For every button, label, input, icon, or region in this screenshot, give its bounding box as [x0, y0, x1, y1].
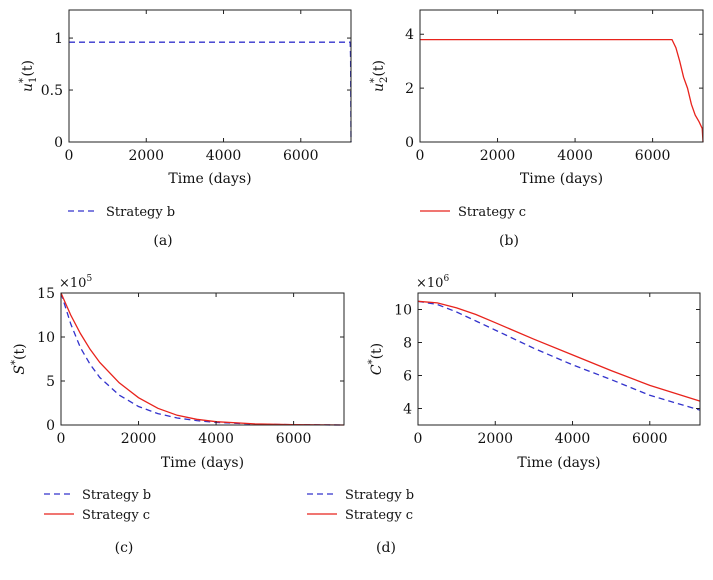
x-tick-label: 2000: [480, 148, 516, 164]
series-line-strategy-b: [69, 41, 352, 143]
axes-frame: [419, 9, 704, 143]
legend: Strategy b Strategy c: [44, 488, 151, 523]
y-multiplier-base: ×10: [59, 276, 86, 291]
subplot-caption: (b): [499, 233, 519, 249]
legend-label: Strategy c: [345, 508, 413, 523]
subplot-caption: (c): [115, 540, 134, 556]
y-multiplier-base: ×10: [416, 276, 443, 291]
y-axis-label-tail: (t): [12, 343, 28, 360]
y-tick-label: 4: [403, 402, 412, 418]
x-tick-label: 6000: [635, 148, 671, 164]
x-tick-label: 6000: [283, 148, 319, 164]
y-tick-label: 10: [394, 303, 412, 319]
y-axis-label-tail: (t): [369, 343, 385, 360]
y-axis-label-main: S: [12, 365, 28, 375]
y-tick-label: 10: [37, 330, 55, 346]
y-axis-label-tail: (t): [20, 60, 36, 77]
legend-label: Strategy c: [458, 205, 526, 220]
x-axis-label: Time (days): [520, 171, 603, 187]
y-multiplier: ×106: [416, 274, 449, 291]
y-axis-label-sub: 2: [379, 77, 390, 83]
x-tick-label: 0: [57, 431, 66, 447]
y-axis-label-sup: *: [367, 359, 378, 364]
x-tick-label: 4000: [198, 431, 234, 447]
legend: Strategy b: [68, 205, 175, 220]
y-tick-label: 0: [405, 135, 414, 151]
y-tick-label: 4: [405, 27, 414, 43]
y-axis-label: S*(t): [10, 343, 28, 374]
x-tick-label: 2000: [128, 148, 164, 164]
series-line-strategy-c: [60, 292, 345, 426]
subplot-caption: (a): [153, 233, 172, 249]
y-tick-label: 0: [46, 418, 55, 434]
axes-frame: [68, 9, 352, 143]
y-axis-label-sup: *: [369, 78, 380, 83]
subplot-caption: (d): [376, 540, 396, 556]
y-tick-label: 0.5: [41, 83, 63, 99]
legend-label: Strategy b: [345, 488, 414, 503]
x-tick-label: 2000: [121, 431, 157, 447]
axes-frame: [417, 292, 701, 426]
legend: Strategy c: [420, 205, 526, 220]
x-tick-label: 6000: [632, 431, 668, 447]
y-axis-label-sub: 1: [28, 77, 39, 83]
x-tick-label: 4000: [555, 431, 591, 447]
y-multiplier-exponent: 6: [443, 274, 449, 284]
legend-label: Strategy c: [82, 508, 150, 523]
y-multiplier: ×105: [59, 274, 92, 291]
y-axis-label-tail: (t): [371, 60, 387, 77]
y-tick-label: 5: [46, 374, 55, 390]
series-line-strategy-b: [417, 300, 701, 411]
y-axis-label-main: u: [20, 83, 36, 92]
y-multiplier-exponent: 5: [86, 274, 92, 284]
y-axis-label-main: u: [371, 83, 387, 92]
series-line-strategy-c: [417, 300, 701, 402]
y-axis-label-sup: *: [10, 360, 21, 365]
y-tick-label: 15: [37, 286, 55, 302]
y-tick-label: 6: [403, 369, 412, 385]
legend: Strategy b Strategy c: [307, 488, 414, 523]
x-tick-label: 4000: [557, 148, 593, 164]
y-axis-label-sup: *: [18, 78, 29, 83]
series-line-strategy-b: [60, 292, 345, 426]
y-tick-label: 0: [54, 135, 63, 151]
y-axis-label: C*(t): [367, 343, 385, 375]
axes-frame: [60, 292, 345, 426]
y-axis-label: u*1(t): [18, 60, 39, 92]
x-axis-label: Time (days): [517, 455, 600, 471]
series-line-strategy-c: [420, 38, 704, 143]
y-tick-label: 2: [405, 81, 414, 97]
x-axis-label: Time (days): [161, 455, 244, 471]
x-tick-label: 4000: [206, 148, 242, 164]
x-tick-label: 0: [416, 148, 425, 164]
x-axis-label: Time (days): [168, 171, 251, 187]
x-tick-label: 0: [65, 148, 74, 164]
y-axis-label: u*2(t): [369, 60, 390, 92]
x-tick-label: 2000: [477, 431, 513, 447]
legend-label: Strategy b: [106, 205, 175, 220]
y-axis-label-main: C: [369, 364, 385, 375]
y-tick-label: 1: [54, 31, 63, 47]
y-tick-label: 8: [403, 336, 412, 352]
legend-label: Strategy b: [82, 488, 151, 503]
x-tick-label: 6000: [276, 431, 312, 447]
x-tick-label: 0: [414, 431, 423, 447]
